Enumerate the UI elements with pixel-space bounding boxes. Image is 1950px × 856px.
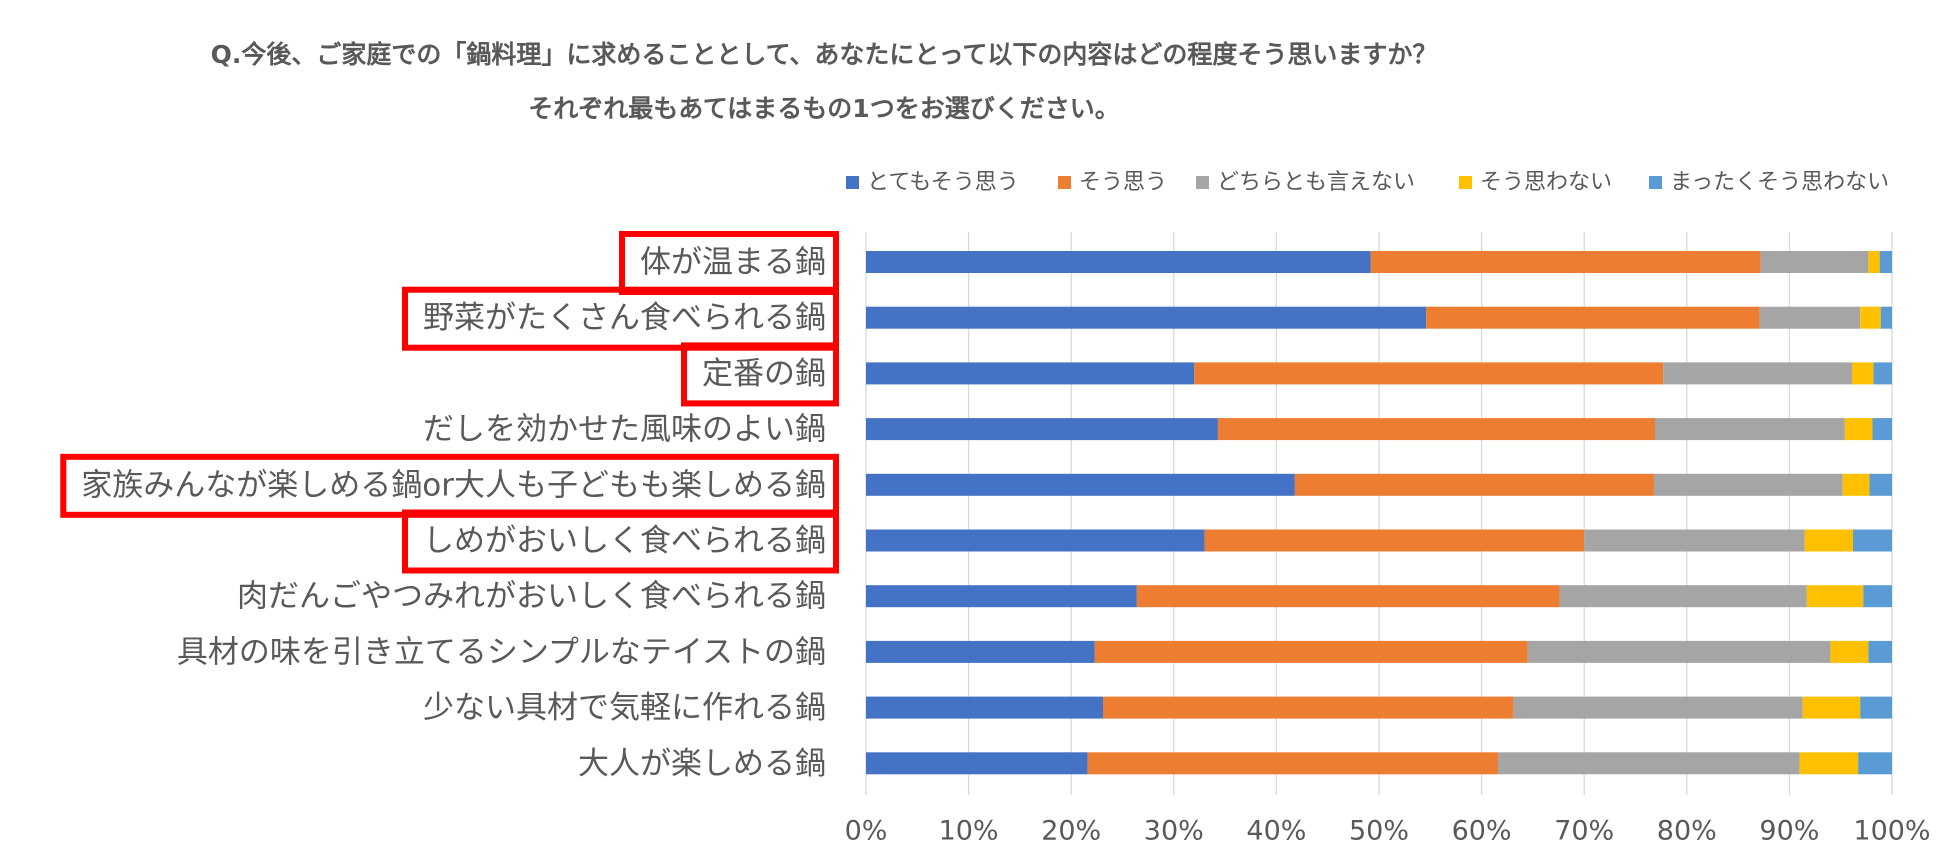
legend-swatch (1058, 176, 1071, 189)
highlight-boxes (60, 231, 839, 574)
bar-segment (1851, 362, 1874, 385)
x-tick-label: 90% (1759, 816, 1819, 847)
bar-segment (1426, 306, 1760, 329)
bar-segment (1804, 529, 1854, 552)
x-tick-label: 0% (845, 816, 888, 847)
x-tick-label: 50% (1349, 816, 1409, 847)
bar-segment (1136, 585, 1560, 608)
category-label: 体が温まる鍋 (640, 245, 826, 281)
bar-segment (1880, 306, 1892, 329)
category-label: 具材の味を引き立てるシンプルなテイストの鍋 (177, 634, 826, 670)
bar-segment (1653, 473, 1843, 496)
bar-segment (1858, 752, 1892, 775)
bar-segment (1663, 362, 1852, 385)
bar-segment (866, 752, 1088, 775)
bar-segment (866, 529, 1205, 552)
bar-segment (1527, 640, 1831, 663)
category-labels: 体が温まる鍋野菜がたくさん食べられる鍋定番の鍋だしを効かせた風味のよい鍋家族みん… (81, 245, 826, 782)
bar-segment (1869, 473, 1892, 496)
highlight-box (681, 342, 839, 407)
legend-swatch (1196, 176, 1209, 189)
bar-segment (1879, 251, 1892, 273)
bar-segment (1498, 752, 1800, 775)
category-label: 大人が楽しめる鍋 (578, 746, 826, 782)
bar-segment (1853, 529, 1892, 552)
x-tick-label: 70% (1554, 816, 1614, 847)
bar-segment (866, 473, 1295, 496)
x-tick-label: 10% (939, 816, 999, 847)
bar-segment (1844, 418, 1873, 441)
bar-segment (1863, 585, 1892, 608)
bar-segment (1806, 585, 1864, 608)
bar-segment (866, 306, 1427, 329)
bar-segment (1094, 640, 1528, 663)
legend: とてもそう思う そう思う どちらとも言えない そう思わない まったくそう思わない (846, 170, 1889, 195)
x-tick-label: 60% (1452, 816, 1512, 847)
bar-segment (1868, 640, 1892, 663)
x-axis-tick-labels: 0% 10% 20% 30% 40% 50% 60% 70% 80% 90% 100% (845, 816, 1931, 847)
category-label: 定番の鍋 (702, 356, 826, 392)
bar-segment (866, 696, 1104, 719)
x-tick-label: 30% (1144, 816, 1204, 847)
bar-segment (1830, 640, 1869, 663)
bars (866, 251, 1892, 775)
legend-label: そう思わない (1480, 170, 1612, 195)
bar-segment (1584, 529, 1805, 552)
bar-segment (1559, 585, 1807, 608)
bar-segment (1802, 696, 1861, 719)
bar-segment (1513, 696, 1803, 719)
category-label: しめがおいしく食べられる鍋 (423, 523, 826, 559)
bar-segment (1217, 418, 1655, 441)
x-tick-label: 20% (1041, 816, 1101, 847)
bar-segment (1799, 752, 1859, 775)
highlight-box (402, 286, 839, 351)
bar-segment (1087, 752, 1499, 775)
legend-label: まったくそう思わない (1670, 170, 1889, 195)
bar-segment (1654, 418, 1845, 441)
legend-swatch (846, 176, 859, 189)
bar-segment (1760, 251, 1869, 273)
chart-title-line: それぞれ最もあてはまるもの1つをお選びください。 (528, 94, 1119, 123)
bar-segment (1194, 362, 1664, 385)
x-tick-label: 100% (1853, 816, 1930, 847)
category-label: 肉だんごやつみれがおいしく食べられる鍋 (237, 579, 826, 615)
bar-segment (1842, 473, 1870, 496)
bar-segment (866, 362, 1195, 385)
highlight-box (402, 509, 839, 574)
legend-swatch (1459, 176, 1472, 189)
bar-segment (1759, 306, 1861, 329)
bar-segment (1103, 696, 1514, 719)
category-label: だしを効かせた風味のよい鍋 (423, 412, 826, 448)
bar-segment (1873, 362, 1892, 385)
category-label: 少ない具材で気軽に作れる鍋 (423, 690, 826, 726)
chart-title: Q.今後、ご家庭での「鍋料理」に求めることとして、あなたにとって以下の内容はどの… (211, 40, 1438, 123)
bar-segment (1860, 696, 1892, 719)
category-label: 野菜がたくさん食べられる鍋 (423, 300, 826, 336)
bar-segment (1204, 529, 1585, 552)
bar-segment (1860, 306, 1881, 329)
bar-segment (866, 251, 1371, 273)
category-label: 家族みんなが楽しめる鍋or大人も子どもも楽しめる鍋 (81, 467, 826, 503)
legend-swatch (1649, 176, 1662, 189)
legend-label: とてもそう思う (867, 170, 1019, 195)
bar-segment (866, 418, 1218, 441)
legend-label: そう思う (1079, 170, 1167, 195)
x-tick-label: 80% (1657, 816, 1717, 847)
bar-segment (866, 640, 1095, 663)
bar-segment (1294, 473, 1654, 496)
bar-segment (1868, 251, 1880, 273)
bar-segment (1370, 251, 1761, 273)
x-tick-label: 40% (1246, 816, 1306, 847)
legend-label: どちらとも言えない (1217, 170, 1415, 195)
bar-segment (866, 585, 1137, 608)
chart-title-line: Q.今後、ご家庭での「鍋料理」に求めることとして、あなたにとって以下の内容はどの… (211, 40, 1438, 69)
bar-segment (1872, 418, 1892, 441)
